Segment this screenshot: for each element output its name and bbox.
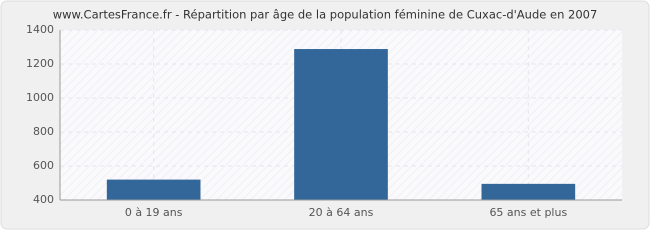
x-tick-label: 0 à 19 ans (125, 206, 183, 219)
chart: www.CartesFrance.fr - Répartition par âg… (0, 0, 650, 230)
x-tick-label: 65 ans et plus (489, 206, 567, 219)
y-tick-label: 1000 (26, 91, 54, 104)
chart-title: www.CartesFrance.fr - Répartition par âg… (53, 8, 598, 22)
y-tick-label: 600 (33, 159, 54, 172)
bar (106, 179, 201, 200)
bar (481, 183, 576, 200)
y-tick-label: 400 (33, 193, 54, 206)
y-tick-label: 1200 (26, 57, 54, 70)
bar (294, 49, 388, 200)
y-tick-label: 1400 (26, 23, 54, 36)
y-tick-label: 800 (33, 125, 54, 138)
x-tick-label: 20 à 64 ans (309, 206, 374, 219)
